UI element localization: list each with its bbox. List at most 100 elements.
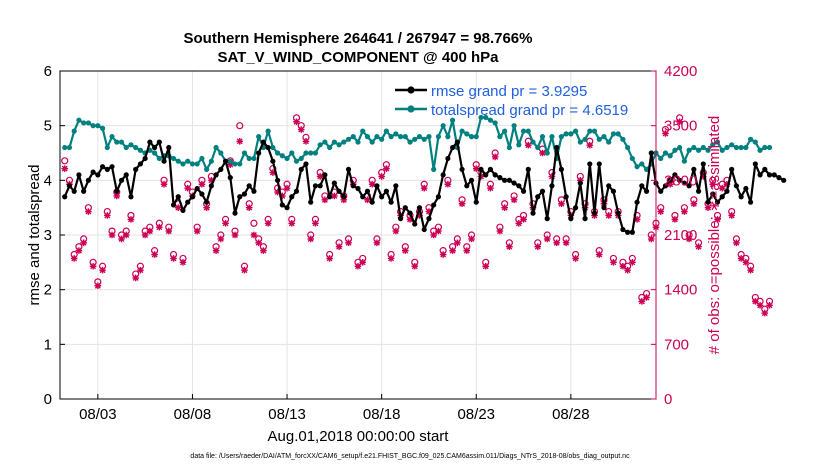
assimilated-obs-point (94, 282, 102, 290)
assimilated-obs-point (170, 255, 177, 262)
rmse-point (748, 199, 754, 205)
assimilated-obs-point (340, 196, 348, 204)
legend-rmse-label: rmse grand pr = 3.9295 (431, 83, 587, 100)
totalspread-point (341, 139, 347, 145)
rmse-point (662, 183, 669, 189)
rmse-point (85, 177, 91, 183)
rmse-point (208, 183, 214, 189)
rmse-point (629, 229, 635, 235)
assimilated-obs-point (241, 266, 248, 274)
assimilated-obs-point (742, 259, 750, 266)
totalspread-point (473, 134, 479, 140)
assimilated-obs-point (113, 192, 121, 200)
rmse-point (714, 199, 721, 205)
totalspread-point (516, 142, 522, 148)
rmse-point (677, 177, 683, 183)
assimilated-obs-point (558, 200, 565, 208)
totalspread-point (156, 155, 162, 162)
totalspread-point (170, 155, 177, 162)
rmse-point (360, 194, 366, 200)
rmse-point (142, 155, 148, 162)
assimilated-obs-point (70, 255, 78, 262)
rmse-point (350, 183, 356, 189)
totalspread-point (76, 117, 82, 123)
totalspread-point (686, 147, 692, 153)
rmse-point (379, 194, 385, 200)
rmse-point (558, 166, 564, 172)
totalspread-point (152, 150, 158, 156)
grid-lines (60, 71, 656, 399)
assimilated-obs-point (430, 231, 437, 239)
assimilated-obs-point (61, 165, 69, 172)
totalspread-point (634, 164, 640, 170)
rmse-point (582, 216, 588, 222)
totalspread-point (733, 144, 740, 151)
rmse-point (473, 199, 479, 205)
totalspread-point (610, 131, 617, 137)
assimilated-obs-point (506, 243, 513, 251)
assimilated-obs-point (193, 227, 201, 235)
rmse-point (204, 199, 210, 205)
totalspread-point (445, 134, 451, 140)
assimilated-obs-point (539, 149, 546, 157)
assimilated-obs-point (283, 184, 291, 192)
totalspread-point (738, 144, 744, 151)
rmse-point (426, 216, 432, 222)
assimilated-obs-point (439, 251, 447, 258)
assimilated-obs-point (595, 251, 603, 258)
totalspread-point (492, 120, 498, 126)
assimilated-obs-point (331, 192, 338, 200)
totalspread-point (317, 142, 323, 148)
totalspread-point (582, 136, 588, 142)
rmse-point (279, 202, 285, 208)
totalspread-point (591, 128, 598, 134)
totalspread-point (360, 128, 366, 134)
rmse-point (407, 210, 413, 216)
totalspread-point (483, 114, 489, 121)
rmse-point (256, 150, 262, 156)
assimilated-obs-point (212, 247, 220, 254)
assimilated-obs-point (482, 262, 490, 270)
totalspread-point (185, 158, 191, 164)
rmse-point (118, 177, 125, 183)
x-tick-label: 08/18 (363, 406, 401, 423)
assimilated-obs-point (454, 239, 461, 247)
totalspread-point (539, 134, 546, 140)
rmse-point (170, 202, 177, 208)
totalspread-point (308, 150, 314, 156)
assimilated-obs-point (108, 231, 116, 239)
possible-obs-point (236, 122, 244, 130)
assimilated-obs-point (326, 255, 333, 262)
rmse-point (241, 191, 248, 197)
assimilated-obs-point (520, 216, 527, 223)
totalspread-point (99, 125, 106, 131)
assimilated-obs-point (127, 216, 135, 223)
assimilated-obs-point (411, 262, 419, 270)
assimilated-obs-point (577, 177, 584, 184)
assimilated-obs-point (515, 219, 523, 227)
rmse-point (520, 188, 527, 194)
rmse-point (478, 166, 484, 172)
rmse-point (345, 166, 352, 172)
assimilated-obs-point (747, 266, 754, 274)
totalspread-point (298, 155, 304, 162)
right-tick-label: 0 (664, 391, 672, 408)
assimilated-obs-point (141, 231, 149, 239)
assimilated-obs-point (316, 173, 324, 180)
rmse-point (695, 188, 702, 194)
left-tick-label: 2 (44, 282, 52, 299)
assimilated-obs-point (723, 180, 731, 188)
rmse-point (227, 175, 233, 181)
assimilated-obs-point (444, 180, 452, 188)
assimilated-obs-point (307, 235, 314, 243)
assimilated-obs-point (165, 227, 173, 235)
rmse-point (530, 210, 536, 216)
rmse-point (634, 199, 640, 205)
assimilated-obs-point (472, 165, 480, 172)
possible-obs-point (250, 219, 258, 227)
rmse-point (710, 191, 716, 197)
assimilated-obs-point (146, 227, 154, 235)
totalspread-point (407, 139, 413, 145)
assimilated-obs-point (184, 184, 192, 192)
assimilated-obs-point (449, 247, 456, 254)
